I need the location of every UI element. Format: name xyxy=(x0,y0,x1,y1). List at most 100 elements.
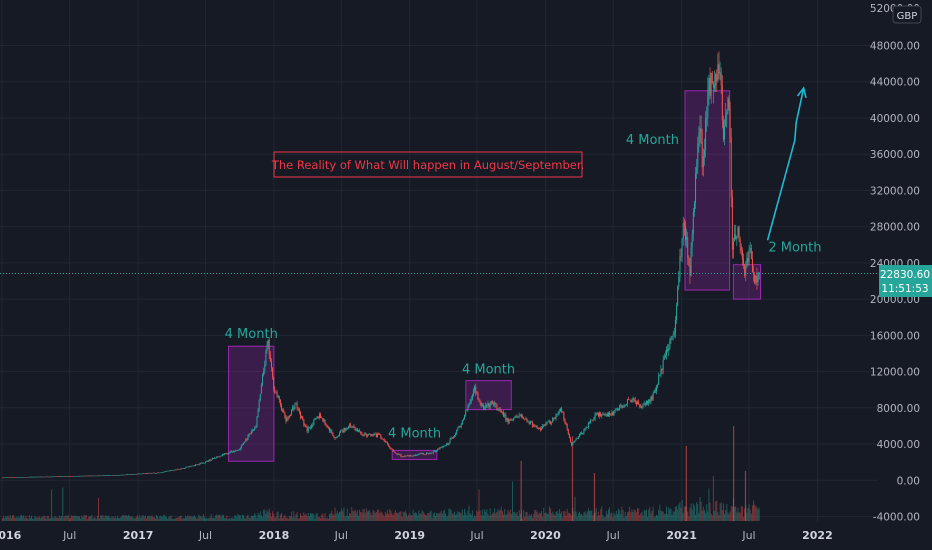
volume-bar xyxy=(731,506,733,521)
candle-body xyxy=(229,451,231,453)
candle-body xyxy=(750,248,752,259)
candle-body xyxy=(112,475,114,476)
volume-bar xyxy=(124,515,126,521)
volume-bar xyxy=(109,516,111,521)
volume-bar xyxy=(215,515,217,521)
volume-bar xyxy=(611,512,613,521)
volume-bar xyxy=(227,518,229,521)
volume-bar xyxy=(411,515,413,521)
candle-body xyxy=(191,465,193,467)
candle-body xyxy=(567,429,569,435)
candle-body xyxy=(193,465,195,467)
volume-bar xyxy=(29,517,31,521)
volume-bar xyxy=(289,516,291,521)
volume-bar xyxy=(715,501,717,521)
volume-bar xyxy=(179,515,181,521)
candle-body xyxy=(412,455,414,457)
volume-bar xyxy=(653,517,655,521)
candle-body xyxy=(180,468,182,470)
candle-body xyxy=(161,472,163,473)
currency-badge[interactable]: GBP xyxy=(892,5,922,24)
volume-bar xyxy=(24,517,26,521)
candle-body xyxy=(464,415,466,420)
volume-bar xyxy=(362,509,364,521)
candle-body xyxy=(418,453,420,455)
y-axis[interactable]: 48000.00 44000.00 40000.00 36000.00 32000.00… xyxy=(870,3,920,524)
candle-body xyxy=(494,403,496,405)
volume-bar xyxy=(337,513,339,521)
candle-body xyxy=(29,476,31,478)
candle-body xyxy=(169,470,171,472)
candle-body xyxy=(403,456,405,457)
volume-bar xyxy=(643,509,645,521)
candle-body xyxy=(568,434,570,438)
volume-bar xyxy=(214,518,216,521)
candle-body xyxy=(370,433,372,436)
volume-bar xyxy=(633,509,635,521)
volume-bar xyxy=(749,509,751,521)
candle-body xyxy=(474,386,476,391)
volume-bar xyxy=(313,514,315,521)
candle-body xyxy=(395,453,397,454)
candle-body xyxy=(343,428,345,432)
volume-bar xyxy=(651,510,653,521)
candle-body xyxy=(448,442,450,445)
volume-bar xyxy=(18,517,20,521)
volume-bar xyxy=(620,514,622,521)
candle-body xyxy=(114,475,116,476)
x-axis[interactable]: 2016 Jul 2017 Jul 2018 Jul 2019 Jul 2020 Jul 2021 J… xyxy=(0,529,833,542)
candle-body xyxy=(324,419,326,425)
candle-body xyxy=(321,417,323,419)
candle-body xyxy=(142,473,144,475)
candle-body xyxy=(123,474,125,476)
volume-bar xyxy=(188,516,190,521)
candle-body xyxy=(436,450,438,452)
volume-bar xyxy=(453,511,455,521)
volume-bar xyxy=(101,515,103,521)
volume-bar xyxy=(740,506,742,521)
candle-body xyxy=(509,419,511,420)
candle-body xyxy=(680,256,682,257)
volume-bar xyxy=(640,513,642,521)
volume-bar xyxy=(482,515,484,521)
volume-bar xyxy=(404,510,406,521)
candle-body xyxy=(638,401,640,405)
candle-body xyxy=(51,476,53,478)
volume-bar xyxy=(599,515,601,521)
candle-body xyxy=(251,430,253,432)
volume-bar xyxy=(701,510,703,521)
candle-body xyxy=(738,227,740,240)
candle-body xyxy=(2,477,3,479)
volume-bar xyxy=(224,518,226,521)
volume-bar xyxy=(594,511,596,521)
volume-bar xyxy=(476,510,478,521)
volume-bar xyxy=(582,515,584,521)
volume-bar xyxy=(565,515,567,521)
volume-bar xyxy=(602,515,604,521)
candle-body xyxy=(369,433,371,435)
volume-bar xyxy=(144,515,146,521)
candle-body xyxy=(410,455,412,457)
candle-body xyxy=(737,227,739,237)
candle-body xyxy=(65,476,67,477)
volume-bar xyxy=(613,512,615,521)
candle-body xyxy=(580,432,582,434)
candle-body xyxy=(216,456,218,458)
candle-body xyxy=(325,424,327,426)
candle-body xyxy=(220,455,222,457)
candle-body xyxy=(109,475,111,476)
candle-body xyxy=(314,418,316,420)
volume-bar xyxy=(477,511,479,521)
volume-bar xyxy=(60,517,62,521)
volume-bar xyxy=(461,509,463,521)
candle-body xyxy=(718,64,720,74)
volume-bar xyxy=(212,517,214,521)
candle-body xyxy=(543,424,545,426)
volume-bar xyxy=(162,515,164,521)
candle-body xyxy=(103,475,105,477)
candle-body xyxy=(558,411,560,413)
candle-body xyxy=(634,399,636,403)
volume-bar xyxy=(126,516,128,521)
last-price-tag: 22830.60 11:51:53 xyxy=(879,265,932,297)
